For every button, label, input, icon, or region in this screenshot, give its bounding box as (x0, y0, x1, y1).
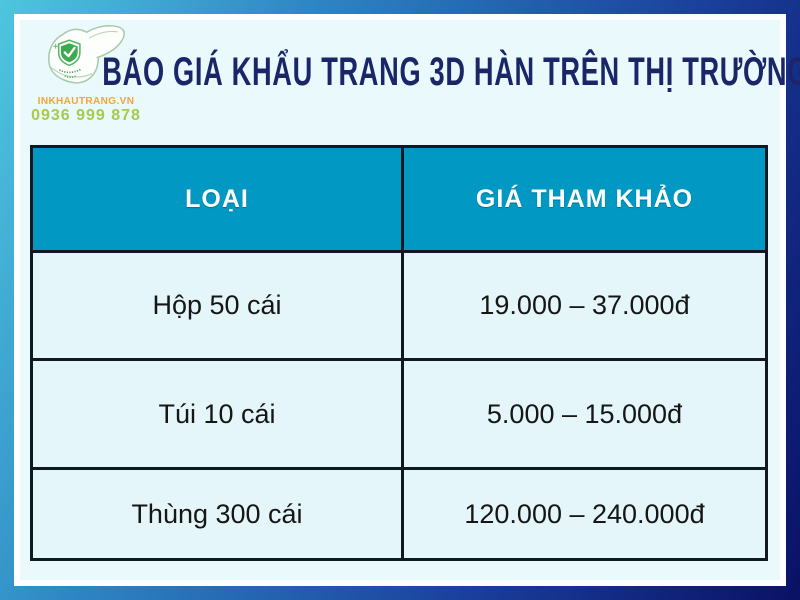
table-cell-price: 5.000 – 15.000đ (404, 361, 765, 467)
brand-phone: 0936 999 878 (31, 107, 141, 124)
table-cell-price: 19.000 – 37.000đ (404, 253, 765, 358)
price-table: LOẠI GIÁ THAM KHẢO Hộp 50 cái 19.000 – 3… (30, 145, 768, 561)
table-cell-type: Hộp 50 cái (33, 253, 401, 358)
column-header-gia-tham-khao: GIÁ THAM KHẢO (404, 148, 765, 250)
table-cell-type: Túi 10 cái (33, 361, 401, 467)
brand-website: INKHAUTRANG.VN (37, 96, 135, 107)
table-cell-price: 120.000 – 240.000đ (404, 470, 765, 558)
table-cell-type: Thùng 300 cái (33, 470, 401, 558)
content-panel: INKHAUTRANG.VN 0936 999 878 BÁO GIÁ KHẨU… (20, 20, 800, 580)
page-title-wrap: BÁO GIÁ KHẨU TRANG 3D HÀN TRÊN THỊ TRƯỜN… (103, 20, 800, 124)
page-title: BÁO GIÁ KHẨU TRANG 3D HÀN TRÊN THỊ TRƯỜN… (102, 49, 800, 94)
brand-block: INKHAUTRANG.VN 0936 999 878 (30, 22, 142, 125)
column-header-loai: LOẠI (33, 148, 401, 250)
face-mask-icon (30, 22, 142, 98)
